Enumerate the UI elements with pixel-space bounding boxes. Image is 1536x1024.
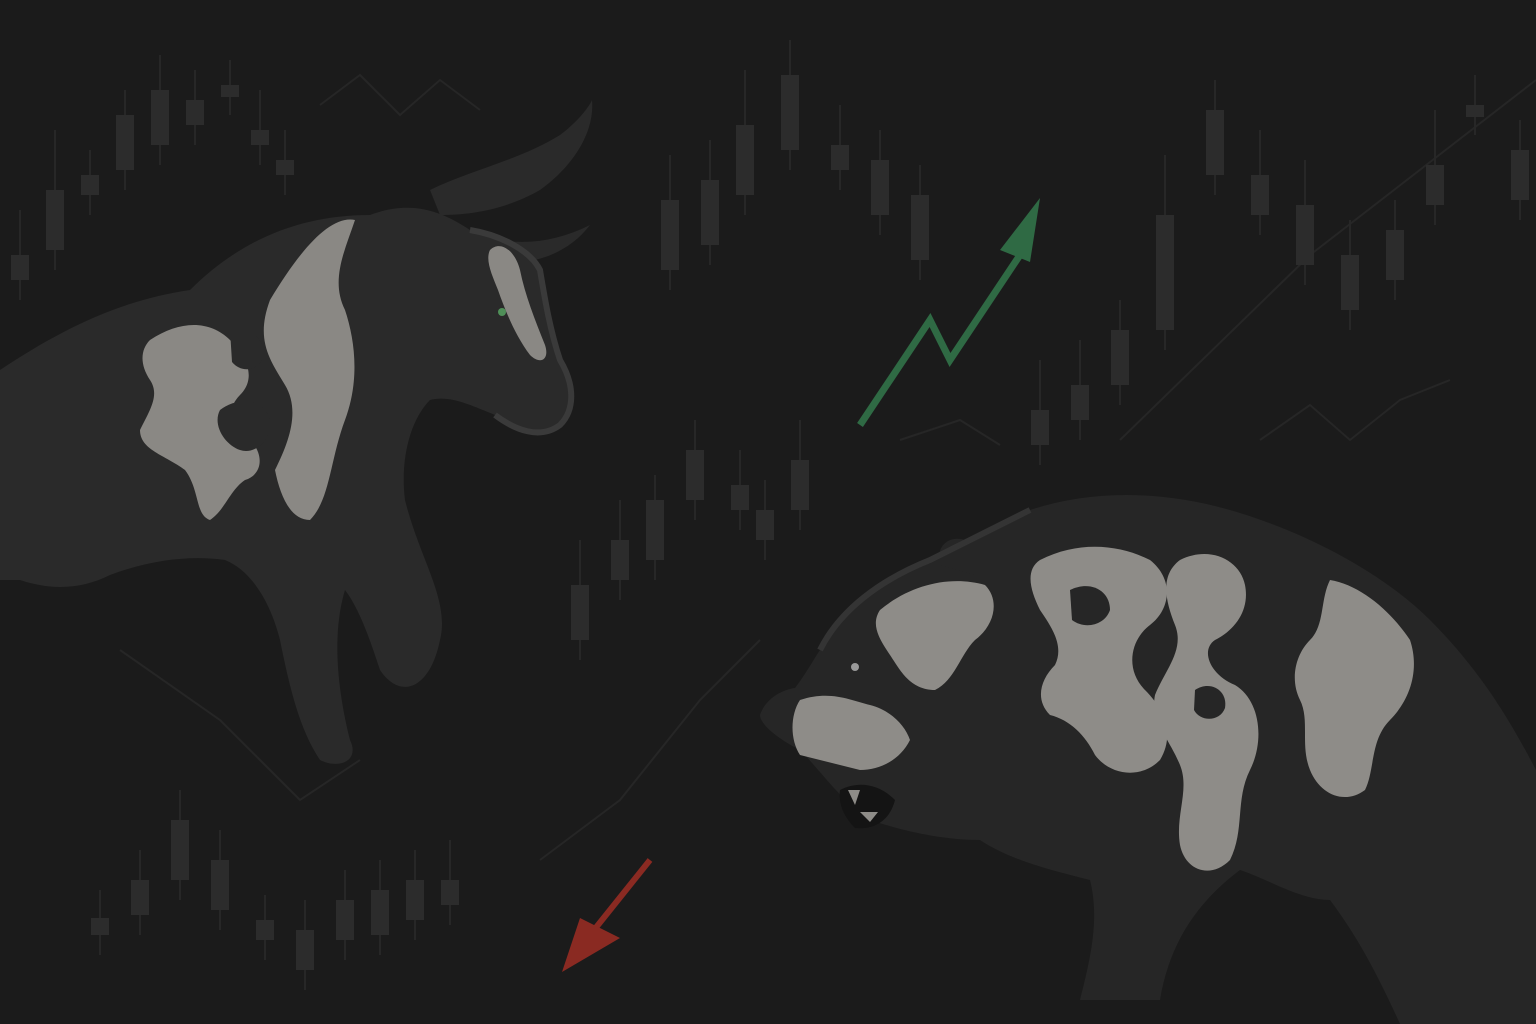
- candle-body: [1466, 105, 1484, 117]
- candle-body: [736, 125, 754, 195]
- candle-body: [1156, 215, 1174, 330]
- candle-body: [251, 130, 269, 145]
- bear-patch-head: [875, 581, 994, 690]
- candle-body: [296, 930, 314, 970]
- bear-head-outline: [817, 507, 1032, 652]
- trendline-right-zigzag: [1259, 379, 1451, 442]
- candle-body: [46, 190, 64, 250]
- bear-patch-face: [792, 695, 910, 770]
- bull-patch-face: [488, 246, 547, 361]
- candle-body: [1426, 165, 1444, 205]
- bull-eye: [498, 308, 506, 316]
- candlesticks: [11, 40, 1529, 990]
- arrow-up-icon: [857, 198, 1040, 427]
- trendline-lower-left: [119, 649, 361, 802]
- candle-body: [211, 860, 229, 910]
- candle-body: [1511, 150, 1529, 200]
- candle-body: [371, 890, 389, 935]
- candle-body: [646, 500, 664, 560]
- bear-eye: [851, 663, 859, 671]
- candle-body: [701, 180, 719, 245]
- candle-body: [831, 145, 849, 170]
- candle-body: [441, 880, 459, 905]
- bull-swirl-2: [230, 329, 264, 370]
- candle-body: [571, 585, 589, 640]
- candle-body: [256, 920, 274, 940]
- candle-body: [1296, 205, 1314, 265]
- bull-horn-right: [430, 100, 593, 215]
- candle-body: [791, 460, 809, 510]
- bull-head-outline: [469, 227, 575, 436]
- bull-patch-chest: [140, 325, 260, 520]
- trendline-mid: [899, 418, 1001, 446]
- candle-body: [686, 450, 704, 500]
- trendline-upper: [319, 73, 481, 117]
- trendlines: [119, 73, 1536, 861]
- bull-swirl: [217, 401, 271, 451]
- candle-body: [756, 510, 774, 540]
- bear-patch-rear: [1294, 580, 1414, 798]
- candle-body: [781, 75, 799, 150]
- bear-patch-shoulder: [1030, 546, 1168, 773]
- candle-body: [1111, 330, 1129, 385]
- candle-body: [661, 200, 679, 270]
- candle-body: [81, 175, 99, 195]
- candle-body: [336, 900, 354, 940]
- candle-body: [1206, 110, 1224, 175]
- candle-body: [731, 485, 749, 510]
- candle-body: [186, 100, 204, 125]
- candle-body: [1251, 175, 1269, 215]
- candle-body: [1386, 230, 1404, 280]
- candle-body: [871, 160, 889, 215]
- candle-body: [11, 255, 29, 280]
- candle-body: [1341, 255, 1359, 310]
- candle-body: [1031, 410, 1049, 445]
- candle-body: [91, 918, 109, 935]
- candle-body: [611, 540, 629, 580]
- bull-patch-shoulder: [263, 219, 355, 520]
- candle-body: [221, 85, 239, 97]
- bear-spot-2: [1194, 686, 1226, 719]
- candle-body: [406, 880, 424, 920]
- arrow-down-icon: [562, 858, 653, 972]
- candle-body: [171, 820, 189, 880]
- candle-body: [131, 880, 149, 915]
- trendline-lower-mid: [539, 639, 761, 861]
- candle-body: [276, 160, 294, 175]
- bear-tooth-2: [860, 812, 878, 822]
- bear-spot: [1070, 586, 1110, 626]
- candle-body: [116, 115, 134, 170]
- bear-tooth: [848, 790, 860, 805]
- candle-body: [911, 195, 929, 260]
- candle-body: [1071, 385, 1089, 420]
- candle-body: [151, 90, 169, 145]
